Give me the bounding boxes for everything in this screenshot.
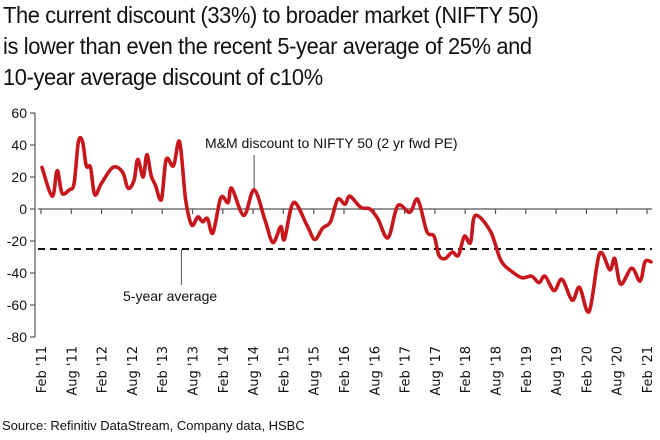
average-annotation: 5-year average [123,288,217,304]
x-tick-label: Feb '12 [96,346,111,393]
x-tick-label: Feb '17 [399,346,414,393]
source-note: Source: Refinitiv DataStream, Company da… [2,418,305,433]
x-axis: Feb '11 Aug '11 Feb '12 Aug '12 Feb '13 Aug '… [35,208,656,396]
y-tick-label: 40 [11,137,27,153]
title-line-3: 10-year average discount of c10% [3,64,323,90]
x-tick-label: Feb '18 [459,346,474,393]
series-annotation: M&M discount to NIFTY 50 (2 yr fwd PE) [205,135,458,151]
y-tick-label: -60 [7,297,27,313]
x-tick-label: Aug '19 [550,346,565,396]
y-tick-label: 0 [19,201,27,217]
y-tick-label: -20 [7,233,27,249]
x-tick-label: Feb '14 [217,346,232,393]
annotations: M&M discount to NIFTY 50 (2 yr fwd PE) 5… [123,135,458,304]
x-tick-label: Aug '14 [247,346,262,396]
y-tick-label: 60 [11,105,27,121]
x-tick-label: Feb '11 [35,346,50,393]
x-tick-label: Feb '16 [338,346,353,393]
x-tick-label: Aug '12 [126,346,141,396]
x-tick-label: Feb '21 [641,346,656,393]
x-tick-label: Aug '18 [490,346,505,396]
y-tick-label: -80 [7,329,27,345]
x-tick-label: Aug '11 [65,346,80,396]
series-line [40,135,653,314]
y-tick-label: -40 [7,265,27,281]
x-tick-label: Aug '15 [308,346,323,396]
x-tick-label: Aug '17 [429,346,444,396]
x-tick-label: Aug '16 [368,346,383,396]
x-tick-label: Aug '13 [187,346,202,396]
chart-title: The current discount (33%) to broader ma… [3,0,612,93]
title-line-1: The current discount (33%) to broader ma… [3,2,539,28]
series-layer [40,135,653,314]
x-tick-label: Feb '19 [520,346,535,393]
x-tick-label: Feb '15 [277,346,292,393]
x-tick-label: Aug '20 [611,346,626,396]
title-line-2: is lower than even the recent 5-year ave… [3,33,532,59]
y-tick-label: 20 [11,169,27,185]
x-tick-label: Feb '13 [156,346,171,393]
y-axis: 60 40 20 0 -20 -40 -60 -80 [7,105,36,345]
x-tick-label: Feb '20 [580,346,595,393]
